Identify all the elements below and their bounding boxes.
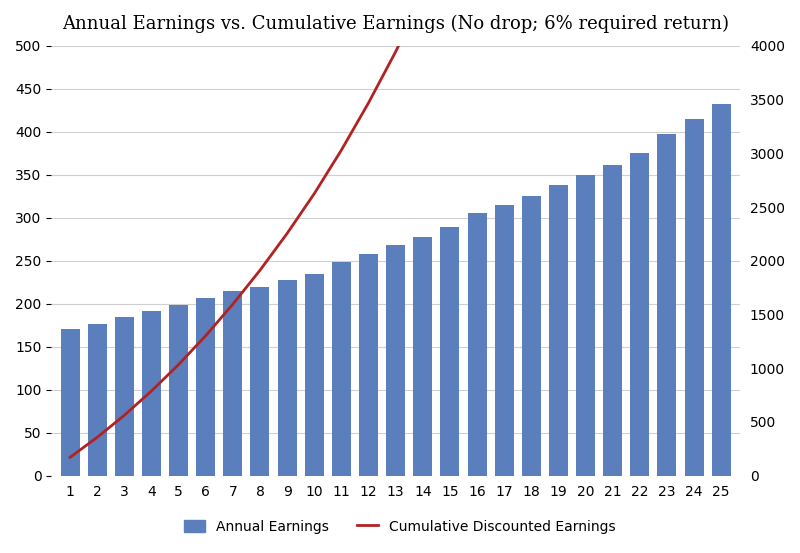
Bar — [685, 119, 703, 476]
Bar — [223, 291, 242, 476]
Bar — [169, 305, 188, 476]
Bar — [467, 213, 486, 476]
Bar — [386, 246, 405, 476]
Bar — [332, 263, 351, 476]
Bar — [305, 274, 324, 476]
Bar — [494, 205, 514, 476]
Bar — [630, 153, 650, 476]
Title: Annual Earnings vs. Cumulative Earnings (No drop; 6% required return): Annual Earnings vs. Cumulative Earnings … — [62, 15, 729, 33]
Bar — [658, 134, 677, 476]
Bar — [522, 196, 541, 476]
Bar — [115, 317, 134, 476]
Bar — [142, 311, 161, 476]
Bar — [576, 175, 595, 476]
Bar — [603, 164, 622, 476]
Bar — [278, 280, 297, 476]
Bar — [359, 254, 378, 476]
Bar — [440, 227, 459, 476]
Bar — [88, 324, 106, 476]
Bar — [196, 298, 215, 476]
Bar — [61, 330, 79, 476]
Legend: Annual Earnings, Cumulative Discounted Earnings: Annual Earnings, Cumulative Discounted E… — [178, 513, 622, 540]
Bar — [712, 105, 730, 476]
Bar — [250, 286, 270, 476]
Bar — [414, 237, 432, 476]
Bar — [549, 185, 568, 476]
